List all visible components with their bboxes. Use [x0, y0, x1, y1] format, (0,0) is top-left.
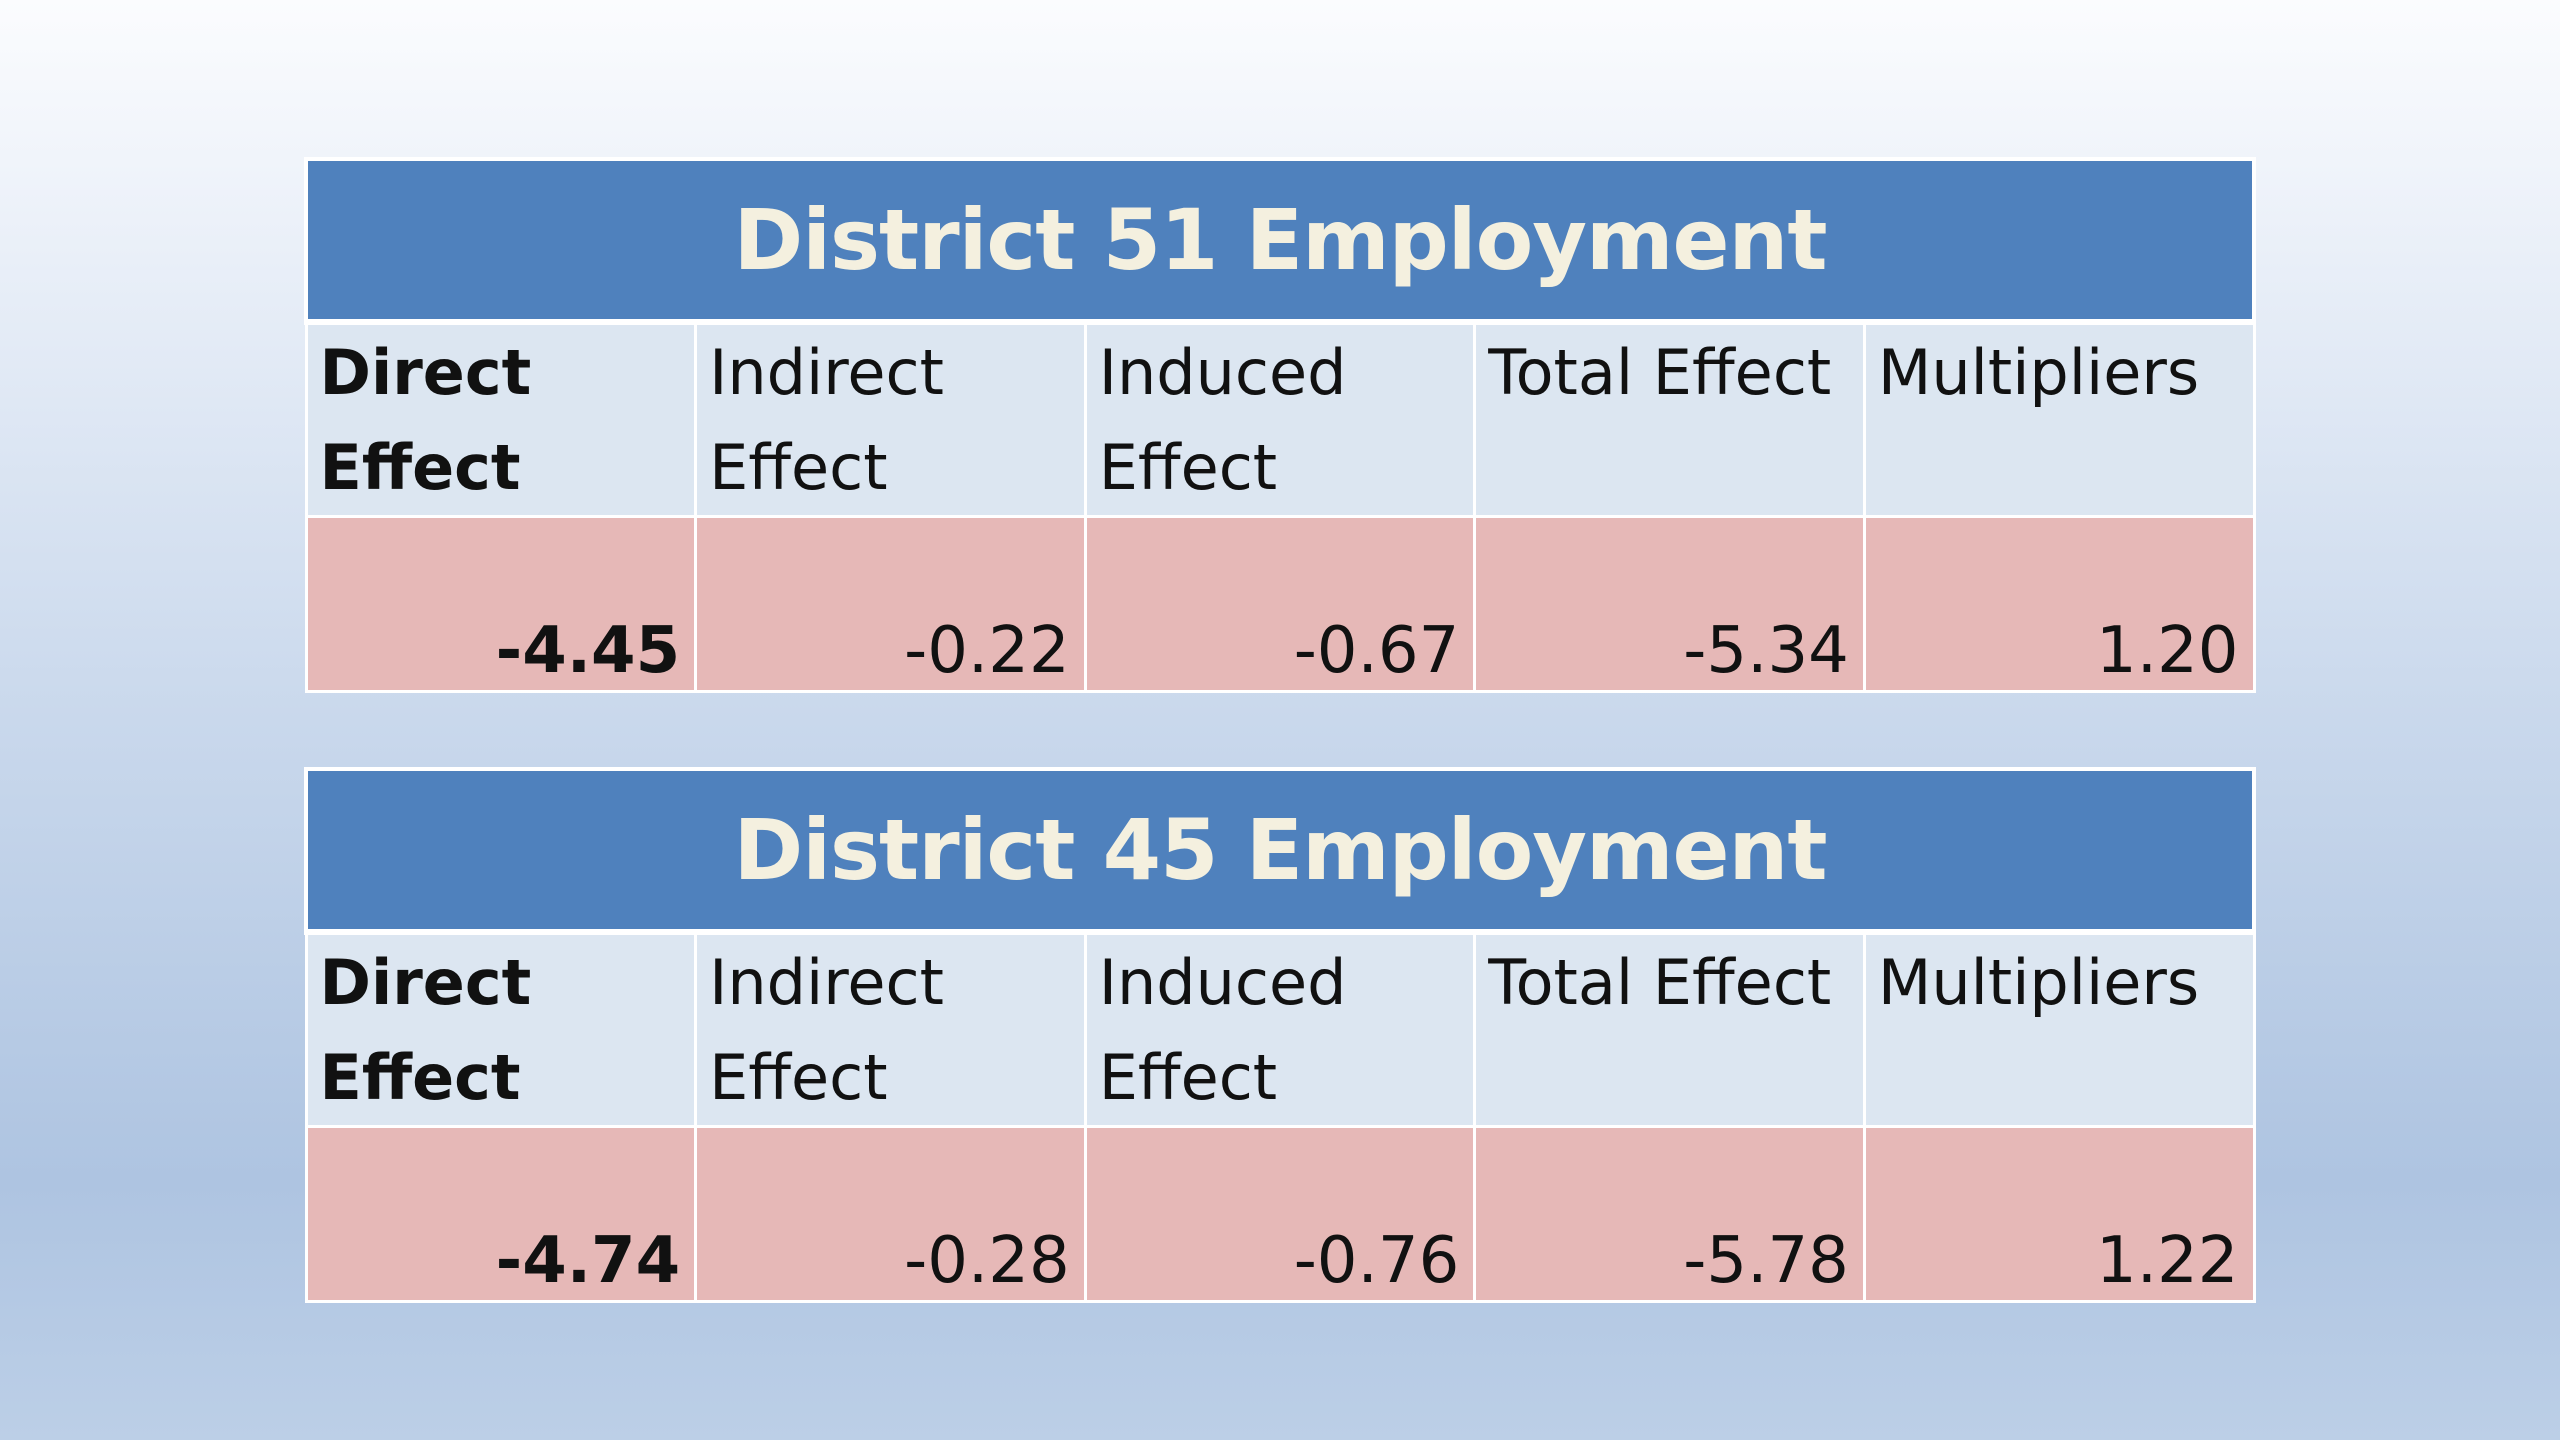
- value-direct-effect: -4.45: [304, 515, 698, 693]
- header-line: Multipliers: [1877, 946, 2200, 1019]
- header-multipliers: Multipliers: [1862, 930, 2256, 1128]
- value-total-effect: -5.34: [1473, 515, 1866, 693]
- value-induced-effect: -0.67: [1083, 515, 1477, 693]
- header-line: Effect: [709, 431, 888, 504]
- header-multipliers: Multipliers: [1862, 320, 2256, 518]
- header-line: Effect: [709, 1041, 888, 1114]
- table-title-row: District 51 Employment: [304, 157, 2256, 325]
- table-title: District 51 Employment: [304, 157, 2256, 325]
- value-row: -4.74 -0.28 -0.76 -5.78 1.22: [304, 1125, 2256, 1303]
- header-line: Indirect: [709, 336, 944, 409]
- header-row: Direct Effect Indirect Effect Induced Effec…: [304, 320, 2256, 518]
- value-indirect-effect: -0.28: [694, 1125, 1087, 1303]
- table-title-row: District 45 Employment: [304, 767, 2256, 935]
- header-line: Effect: [319, 431, 521, 504]
- header-line: Effect: [319, 1041, 521, 1114]
- header-row: Direct Effect Indirect Effect Induced Effec…: [304, 930, 2256, 1128]
- header-line: Effect: [1098, 1041, 1278, 1114]
- district-45-table: District 45 Employment Direct Effect Indi…: [304, 767, 2256, 1303]
- value-induced-effect: -0.76: [1083, 1125, 1477, 1303]
- header-line: Induced: [1098, 336, 1347, 409]
- header-direct-effect: Direct Effect: [304, 930, 698, 1128]
- header-line: Direct: [319, 946, 532, 1019]
- header-line: Effect: [1098, 431, 1278, 504]
- header-line: Total Effect: [1488, 336, 1832, 409]
- header-line: Indirect: [709, 946, 944, 1019]
- value-row: -4.45 -0.22 -0.67 -5.34 1.20: [304, 515, 2256, 693]
- header-indirect-effect: Indirect Effect: [694, 320, 1087, 518]
- header-direct-effect: Direct Effect: [304, 320, 698, 518]
- header-total-effect: Total Effect: [1473, 930, 1866, 1128]
- header-line: Total Effect: [1488, 946, 1832, 1019]
- value-total-effect: -5.78: [1473, 1125, 1866, 1303]
- value-direct-effect: -4.74: [304, 1125, 698, 1303]
- header-indirect-effect: Indirect Effect: [694, 930, 1087, 1128]
- table-title: District 45 Employment: [304, 767, 2256, 935]
- header-line: Induced: [1098, 946, 1347, 1019]
- header-induced-effect: Induced Effect: [1083, 930, 1477, 1128]
- value-multipliers: 1.20: [1862, 515, 2256, 693]
- header-total-effect: Total Effect: [1473, 320, 1866, 518]
- value-indirect-effect: -0.22: [694, 515, 1087, 693]
- header-line: Direct: [319, 336, 532, 409]
- header-induced-effect: Induced Effect: [1083, 320, 1477, 518]
- value-multipliers: 1.22: [1862, 1125, 2256, 1303]
- header-line: Multipliers: [1877, 336, 2200, 409]
- district-51-table: District 51 Employment Direct Effect Indi…: [304, 157, 2256, 693]
